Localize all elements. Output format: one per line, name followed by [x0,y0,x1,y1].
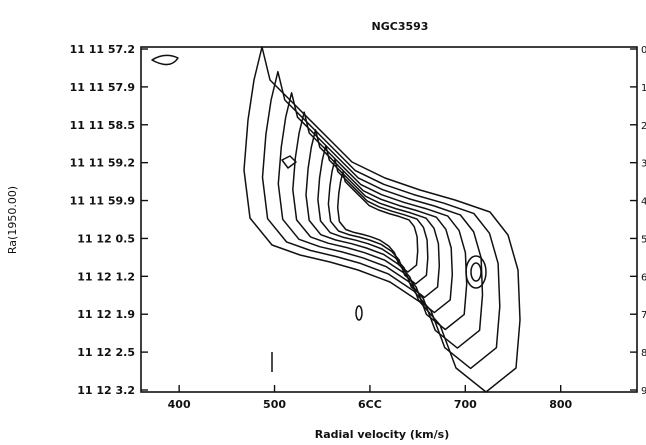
contour-line [317,144,441,299]
x-tick-label: 800 [549,398,572,411]
y-tick-label-right: 3 [641,159,646,170]
chart-title: NGC3593 [372,20,429,33]
x-axis-label: Radial velocity (km/s) [315,428,449,441]
y-tick-label-right: 6 [641,272,646,283]
y-tick-label-left: 11 11 59.9 [70,195,135,208]
y-tick-label-right: 1 [641,83,646,94]
contour-line [261,70,501,370]
x-tick-label: 400 [168,398,191,411]
y-tick-label-left: 11 11 58.5 [70,119,135,132]
y-tick-label-right: 5 [641,234,646,245]
y-tick-label-right: 7 [641,310,646,321]
y-tick-label-left: 11 11 57.2 [70,43,135,56]
y-axis-ticks-left: 11 11 57.2 11 11 57.9 11 11 58.5 11 11 59.2… [70,43,148,397]
contour-line [243,46,521,393]
y-axis-ticks-right: 0 1 2 3 4 5 6 7 8 9 [630,45,646,397]
contour-feature [355,305,363,321]
x-tick-label: 6CC [358,398,382,411]
plot-frame [140,46,638,393]
y-tick-label-right: 2 [641,121,646,132]
y-tick-label-right: 9 [641,386,646,397]
contour-line [292,111,468,331]
contour-peak [465,255,487,289]
y-tick-label-left: 11 12 2.5 [77,346,135,359]
y-tick-label-right: 4 [641,197,646,208]
contour-peak [281,155,297,169]
y-tick-label-left: 11 12 1.2 [77,270,135,283]
contour-peak [470,262,482,282]
y-tick-label-right: 0 [641,45,646,56]
y-tick-label-left: 11 12 0.5 [77,232,135,245]
y-tick-label-left: 11 12 1.9 [77,308,135,321]
y-axis-label: Ra(1950.00) [6,186,19,254]
x-tick-label: 500 [263,398,286,411]
contour-lines [151,46,521,393]
contour-line [327,158,429,285]
x-tick-label: 700 [454,398,477,411]
x-axis-ticks: 400 500 6CC 700 800 [168,385,573,411]
y-tick-label-left: 11 11 59.2 [70,157,135,170]
contour-feature [151,54,179,66]
y-tick-label-left: 11 12 3.2 [77,384,135,397]
y-tick-label-right: 8 [641,348,646,359]
contour-line [336,171,419,273]
contour-line [305,129,454,314]
y-tick-label-left: 11 11 57.9 [70,81,135,94]
contour-line [277,92,484,349]
